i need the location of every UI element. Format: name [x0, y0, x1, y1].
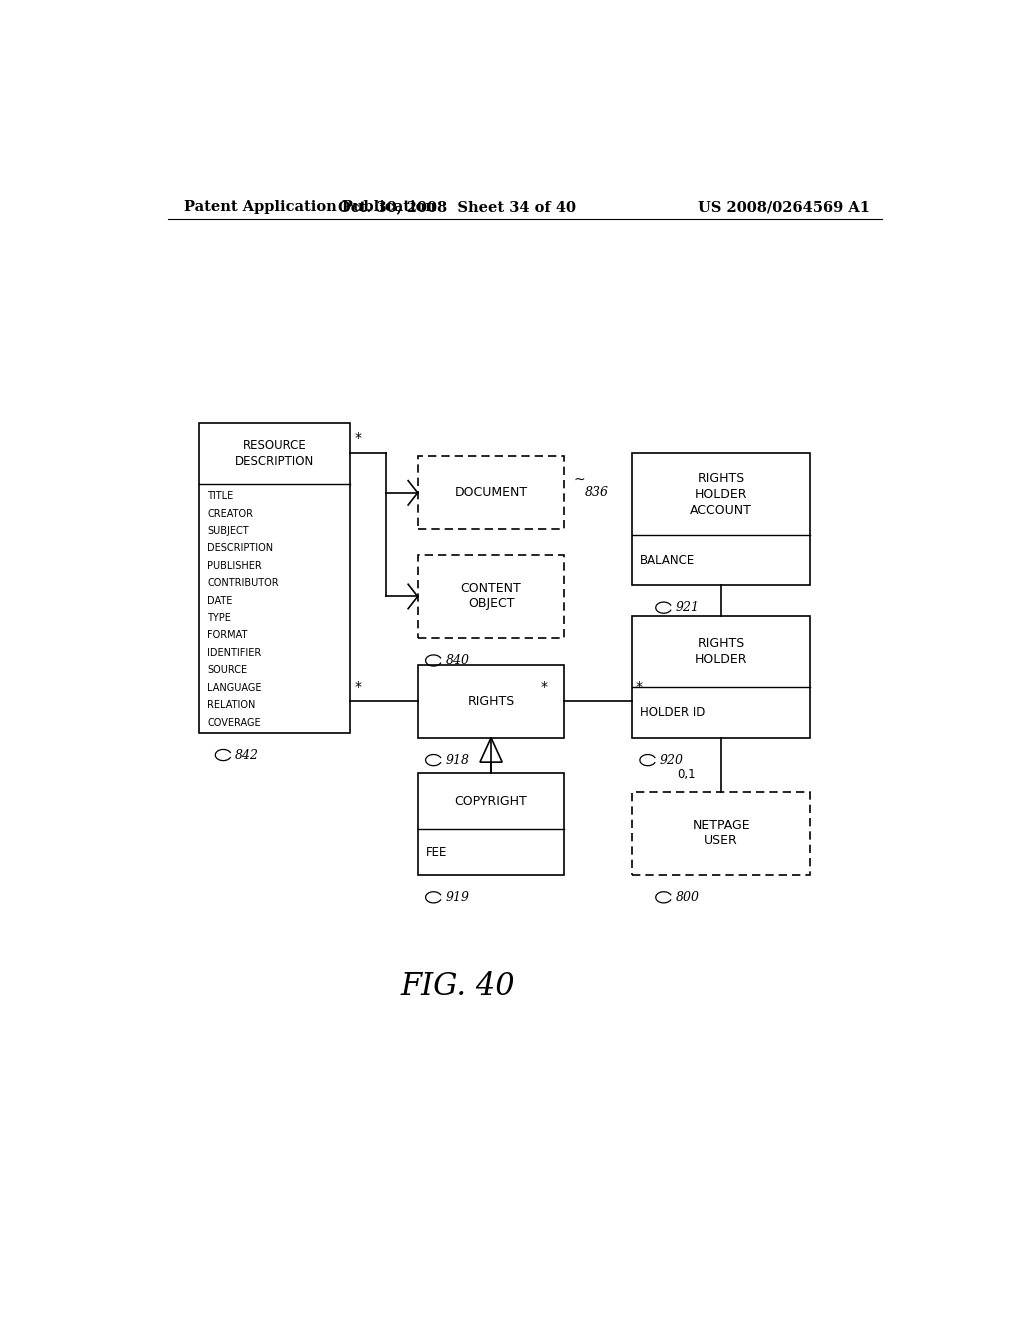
- Text: DESCRIPTION: DESCRIPTION: [207, 544, 273, 553]
- Text: US 2008/0264569 A1: US 2008/0264569 A1: [698, 201, 870, 214]
- Text: 836: 836: [585, 486, 608, 499]
- Text: *: *: [354, 432, 361, 445]
- Text: RELATION: RELATION: [207, 700, 256, 710]
- Text: TYPE: TYPE: [207, 612, 231, 623]
- Bar: [418, 554, 564, 638]
- Text: FIG. 40: FIG. 40: [400, 972, 515, 1002]
- Bar: [632, 792, 811, 875]
- Text: *: *: [636, 680, 643, 694]
- Text: DATE: DATE: [207, 595, 232, 606]
- Text: TITLE: TITLE: [207, 491, 233, 502]
- Text: CONTENT
OBJECT: CONTENT OBJECT: [461, 582, 521, 610]
- Bar: [632, 615, 811, 738]
- Bar: [200, 422, 350, 733]
- Text: RIGHTS
HOLDER: RIGHTS HOLDER: [695, 636, 748, 665]
- Text: IDENTIFIER: IDENTIFIER: [207, 648, 261, 657]
- Text: CONTRIBUTOR: CONTRIBUTOR: [207, 578, 279, 589]
- Text: 0,1: 0,1: [678, 768, 696, 781]
- Text: RIGHTS
HOLDER
ACCOUNT: RIGHTS HOLDER ACCOUNT: [690, 471, 753, 516]
- Text: ~: ~: [574, 473, 590, 487]
- Text: Oct. 30, 2008  Sheet 34 of 40: Oct. 30, 2008 Sheet 34 of 40: [338, 201, 577, 214]
- Text: HOLDER ID: HOLDER ID: [640, 706, 706, 718]
- Text: NETPAGE
USER: NETPAGE USER: [692, 820, 750, 847]
- Text: DOCUMENT: DOCUMENT: [455, 486, 527, 499]
- Text: FEE: FEE: [426, 846, 446, 858]
- Text: 920: 920: [659, 754, 684, 767]
- Text: 842: 842: [236, 748, 259, 762]
- Text: RESOURCE
DESCRIPTION: RESOURCE DESCRIPTION: [236, 438, 314, 467]
- Text: 800: 800: [676, 891, 699, 904]
- Text: PUBLISHER: PUBLISHER: [207, 561, 262, 570]
- Text: *: *: [354, 680, 361, 694]
- Text: Patent Application Publication: Patent Application Publication: [183, 201, 435, 214]
- Text: BALANCE: BALANCE: [640, 553, 695, 566]
- Bar: [632, 453, 811, 585]
- Text: RIGHTS: RIGHTS: [467, 694, 515, 708]
- Bar: [418, 774, 564, 875]
- Text: COPYRIGHT: COPYRIGHT: [455, 795, 527, 808]
- Text: COVERAGE: COVERAGE: [207, 718, 261, 727]
- Bar: [418, 664, 564, 738]
- Text: 918: 918: [445, 754, 469, 767]
- Text: CREATOR: CREATOR: [207, 508, 253, 519]
- Text: 921: 921: [676, 601, 699, 614]
- Text: SOURCE: SOURCE: [207, 665, 248, 676]
- Text: SUBJECT: SUBJECT: [207, 525, 249, 536]
- Text: LANGUAGE: LANGUAGE: [207, 682, 262, 693]
- Text: *: *: [541, 680, 548, 694]
- Text: 919: 919: [445, 891, 469, 904]
- Text: FORMAT: FORMAT: [207, 631, 248, 640]
- Text: 840: 840: [445, 653, 469, 667]
- Bar: [418, 457, 564, 529]
